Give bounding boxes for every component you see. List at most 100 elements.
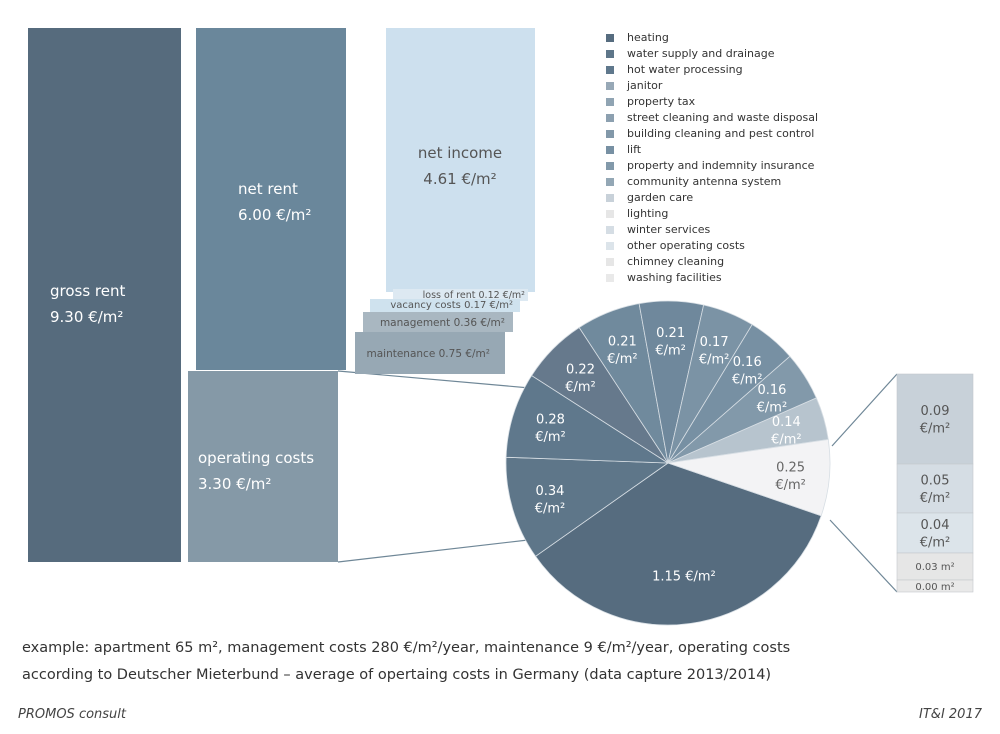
connector-line bbox=[829, 519, 898, 593]
breakdown-label: 0.09 bbox=[921, 404, 950, 419]
deduction-bar bbox=[363, 312, 513, 332]
legend-label: property and indemnity insurance bbox=[627, 159, 815, 172]
connector-line bbox=[831, 373, 898, 447]
pie-slice-label: €/m² bbox=[699, 352, 730, 367]
legend-label: building cleaning and pest control bbox=[627, 127, 815, 140]
breakdown-box bbox=[896, 373, 974, 465]
legend-swatch bbox=[606, 146, 614, 154]
legend-swatch bbox=[606, 50, 614, 58]
deduction-bar bbox=[355, 332, 505, 374]
pie-slice bbox=[505, 456, 670, 557]
legend-label: community antenna system bbox=[627, 175, 782, 188]
pie-slice-label: €/m² bbox=[655, 343, 686, 358]
legend-item: community antenna system bbox=[606, 174, 818, 190]
pie-slice bbox=[667, 439, 831, 517]
legend-swatch bbox=[606, 258, 614, 266]
pie-slice-label: 0.21 bbox=[608, 335, 637, 350]
breakdown-box bbox=[896, 512, 974, 554]
bar-operating-costs bbox=[188, 371, 338, 562]
legend-swatch bbox=[606, 82, 614, 90]
legend-swatch bbox=[606, 162, 614, 170]
legend-label: washing facilities bbox=[627, 271, 722, 284]
legend-item: lift bbox=[606, 142, 818, 158]
pie-slice-label: 0.25 bbox=[776, 460, 805, 475]
deduction-label: loss of rent 0.12 €/m² bbox=[423, 290, 526, 301]
pie-slice-label: €/m² bbox=[757, 401, 788, 416]
breakdown-box bbox=[896, 463, 974, 514]
legend-label: other operating costs bbox=[627, 239, 745, 252]
legend-item: washing facilities bbox=[606, 270, 818, 286]
legend-swatch bbox=[606, 66, 614, 74]
bar-label: gross rent bbox=[50, 282, 126, 300]
pie-slice-label: €/m² bbox=[535, 502, 566, 517]
pie-slice-label: €/m² bbox=[607, 352, 638, 367]
legend-label: garden care bbox=[627, 191, 694, 204]
caption-line-1: example: apartment 65 m², management cos… bbox=[22, 640, 791, 656]
pie-slice-label: 0.16 bbox=[757, 383, 786, 398]
bar-net-rent bbox=[196, 28, 346, 370]
legend-label: janitor bbox=[627, 79, 663, 92]
legend-swatch bbox=[606, 130, 614, 138]
deduction-label: maintenance 0.75 €/m² bbox=[367, 348, 491, 360]
legend-label: chimney cleaning bbox=[627, 255, 725, 268]
legend-swatch bbox=[606, 210, 614, 218]
legend-label: lighting bbox=[627, 207, 669, 220]
breakdown-label: 0.04 bbox=[921, 518, 950, 533]
pie-slice-label: €/m² bbox=[732, 372, 763, 387]
legend-item: water supply and drainage bbox=[606, 46, 818, 62]
legend-item: property tax bbox=[606, 94, 818, 110]
legend-label: street cleaning and waste disposal bbox=[627, 111, 819, 124]
legend-item: heating bbox=[606, 30, 818, 46]
legend-item: property and indemnity insurance bbox=[606, 158, 818, 174]
connector-line bbox=[337, 539, 529, 563]
bar-label: net income bbox=[418, 144, 502, 162]
breakdown-label: 0.03 m² bbox=[915, 562, 954, 573]
pie-slice-label: 0.14 bbox=[772, 415, 801, 430]
bar-value: 6.00 €/m² bbox=[238, 206, 311, 224]
legend-item: street cleaning and waste disposal bbox=[606, 110, 818, 126]
legend-item: hot water processing bbox=[606, 62, 818, 78]
legend-item: garden care bbox=[606, 190, 818, 206]
pie-slice bbox=[535, 462, 822, 626]
breakdown-label: €/m² bbox=[920, 422, 951, 437]
legend: heating water supply and drainage hot wate… bbox=[606, 30, 818, 286]
legend-swatch bbox=[606, 178, 614, 186]
pie-slice-label: 0.28 bbox=[536, 412, 565, 427]
caption-line-2: according to Deutscher Mieterbund – aver… bbox=[22, 667, 772, 683]
legend-item: winter services bbox=[606, 222, 818, 238]
breakdown-box bbox=[896, 552, 974, 581]
legend-swatch bbox=[606, 242, 614, 250]
legend-label: property tax bbox=[627, 95, 696, 108]
legend-item: building cleaning and pest control bbox=[606, 126, 818, 142]
pie-slice-label: €/m² bbox=[775, 478, 806, 493]
legend-label: water supply and drainage bbox=[627, 47, 775, 60]
deduction-bar bbox=[393, 289, 528, 301]
legend-item: chimney cleaning bbox=[606, 254, 818, 270]
bar-label: operating costs bbox=[198, 449, 314, 467]
bar-value: 4.61 €/m² bbox=[423, 170, 496, 188]
pie-slice-label: 0.16 bbox=[733, 355, 762, 370]
deduction-label: management 0.36 €/m² bbox=[380, 317, 505, 329]
bar-label: net rent bbox=[238, 180, 298, 198]
footer-left: PROMOS consult bbox=[18, 707, 126, 722]
breakdown-label: 0.00 m² bbox=[915, 582, 954, 593]
legend-label: heating bbox=[627, 31, 669, 44]
breakdown-label: €/m² bbox=[920, 536, 951, 551]
pie-slice-label: 0.22 bbox=[566, 362, 595, 377]
bar-value: 9.30 €/m² bbox=[50, 308, 123, 326]
bar-gross-rent bbox=[28, 28, 181, 562]
pie-slice-label: €/m² bbox=[771, 433, 802, 448]
pie-slice-label: 0.21 bbox=[656, 326, 685, 341]
breakdown-box bbox=[896, 579, 974, 593]
pie-slice-label: 0.17 bbox=[700, 335, 729, 350]
legend-item: other operating costs bbox=[606, 238, 818, 254]
pie-slice-label: 0.34 bbox=[536, 484, 565, 499]
legend-item: janitor bbox=[606, 78, 818, 94]
legend-swatch bbox=[606, 114, 614, 122]
breakdown-label: 0.05 bbox=[921, 474, 950, 489]
breakdown-label: €/m² bbox=[920, 491, 951, 506]
pie-slice-label: 1.15 €/m² bbox=[652, 569, 716, 584]
legend-swatch bbox=[606, 98, 614, 106]
legend-label: winter services bbox=[627, 223, 711, 236]
